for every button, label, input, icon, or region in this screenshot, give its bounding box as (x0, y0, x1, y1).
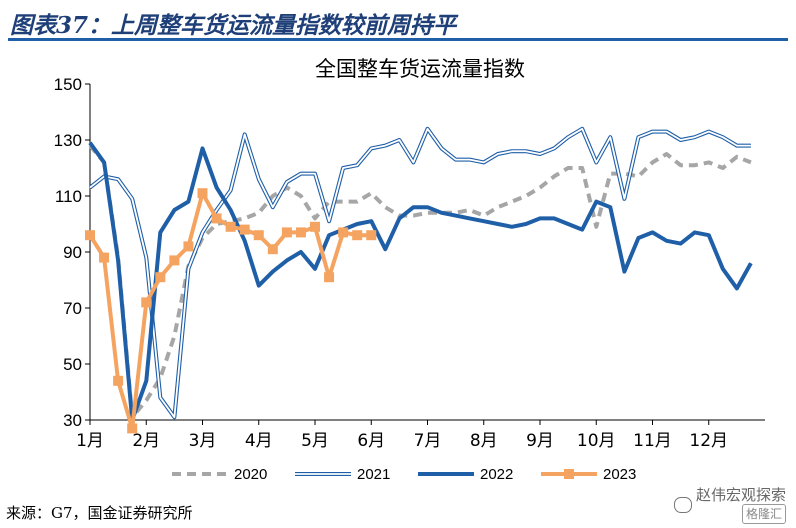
series-line-2022 (88, 141, 753, 422)
figure-header: 图表37：上周整车货运流量指数较前周持平 (8, 4, 788, 41)
series-2021 (88, 126, 751, 420)
x-tick-label: 2月 (132, 431, 160, 451)
series-point-2023 (141, 297, 152, 308)
series-point-2023 (239, 224, 250, 235)
y-tick-label: 90 (63, 243, 82, 262)
x-tick-label: 7月 (414, 431, 442, 451)
y-tick-label: 110 (55, 187, 82, 206)
legend-label: 2021 (357, 466, 390, 483)
series-line-2021 (88, 126, 751, 420)
series-point-2023 (127, 423, 138, 434)
legend-item-2021: 2021 (295, 466, 390, 483)
x-tick-label: 6月 (357, 431, 385, 451)
y-tick-label: 130 (54, 131, 82, 150)
legend-item-2022: 2022 (418, 466, 513, 483)
series-point-2023 (366, 230, 377, 241)
series-line-inner-2021 (89, 127, 751, 419)
y-tick-label: 50 (63, 355, 82, 374)
series-point-2023 (183, 241, 194, 252)
figure-title: 图表37：上周整车货运流量指数较前周持平 (10, 12, 457, 39)
x-tick-label: 12月 (689, 431, 728, 451)
x-tick-label: 3月 (189, 431, 217, 451)
series-point-2023 (324, 272, 335, 283)
y-tick-label: 70 (63, 299, 82, 318)
x-tick-label: 8月 (470, 431, 498, 451)
series-point-2023 (85, 230, 95, 241)
chart-title: 全国整车货运流量指数 (315, 57, 525, 81)
axes: 30 50 70 90 110 130 150 1月 2月 3月 4月 5月 6月 7月 8月 9月 10月 11… (54, 75, 765, 451)
watermark-text: 赵伟宏观探索 (695, 486, 786, 504)
x-tick-label: 9月 (526, 431, 554, 451)
series-point-2023 (338, 227, 349, 238)
wechat-icon (673, 497, 692, 513)
legend-label: 2023 (603, 466, 636, 483)
series-point-2023 (281, 227, 292, 238)
y-tick-label: 150 (54, 75, 82, 94)
series-point-2023 (352, 230, 363, 241)
series-point-2023 (155, 272, 166, 283)
legend-item-2020: 2020 (172, 466, 267, 483)
series-point-2023 (253, 230, 264, 241)
line-chart: 全国整车货运流量指数 30 50 70 90 110 130 150 1月 2月 3月 4月 5月 6月… (54, 57, 765, 483)
series-point-2023 (211, 213, 222, 224)
watermark: 赵伟宏观探索 格隆汇 (673, 486, 786, 524)
x-tick-label: 4月 (245, 431, 273, 451)
series-point-2023 (169, 255, 180, 266)
legend-label: 2022 (480, 466, 513, 483)
series-point-2023 (225, 221, 236, 232)
legend-label: 2020 (234, 466, 267, 483)
series-2023 (85, 188, 377, 434)
watermark-logo: 格隆汇 (741, 504, 786, 524)
series-point-2023 (197, 188, 208, 199)
series-layer (85, 126, 753, 434)
series-point-2023 (295, 227, 306, 238)
series-point-2023 (99, 252, 110, 263)
series-2022 (88, 141, 753, 422)
series-point-2023 (267, 244, 278, 255)
x-tick-label: 5月 (301, 431, 329, 451)
x-tick-label: 11月 (633, 431, 672, 451)
x-tick-label: 10月 (577, 431, 616, 451)
x-tick-label: 1月 (76, 431, 104, 451)
y-tick-label: 30 (63, 411, 82, 430)
legend: 2020 2021 2022 2023 (172, 466, 636, 483)
source-note: 来源：G7，国金证券研究所 (6, 504, 193, 522)
series-point-2023 (113, 375, 124, 386)
legend-item-2023: 2023 (541, 466, 636, 483)
series-point-2023 (310, 221, 320, 232)
legend-marker (564, 469, 574, 479)
